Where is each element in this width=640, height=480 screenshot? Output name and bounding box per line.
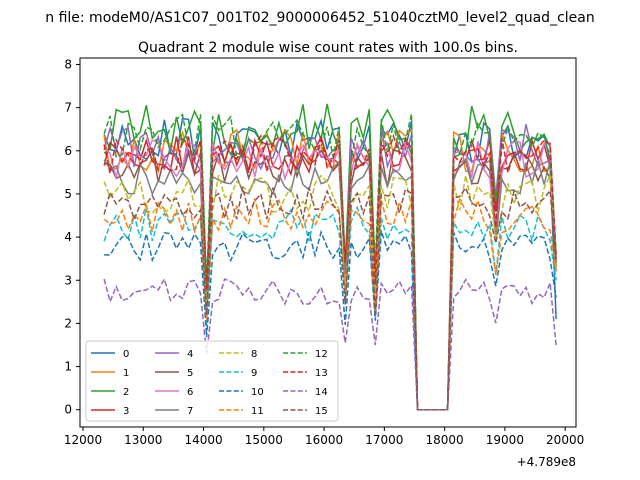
axes: 12000 13000 14000 15000 16000 17000 18000 19000… [64,57,584,447]
plot-area [103,103,557,411]
legend-label-2: 2 [123,387,129,398]
y-tick-label: 1 [64,360,72,374]
x-tick-label: 13000 [124,433,162,447]
legend-box [85,340,339,422]
legend-label-4: 4 [187,349,193,360]
x-offset-label: +4.789e8 [517,455,576,469]
series-line-2 [103,103,557,411]
y-tick-label: 2 [64,316,72,330]
y-tick-label: 7 [64,101,72,115]
x-tick-label: 17000 [365,433,403,447]
legend-label-8: 8 [251,349,257,360]
y-tick-label: 8 [64,57,72,71]
legend-label-11: 11 [251,406,264,417]
x-tick-label: 16000 [305,433,343,447]
legend-label-14: 14 [315,387,328,398]
series-line-12 [103,113,557,411]
legend-label-15: 15 [315,406,328,417]
series-line-10 [104,229,557,411]
figure-suptitle: n file: modeM0/AS1C07_001T02_9000006452_… [45,10,594,26]
y-tick-label: 3 [64,273,72,287]
legend-label-13: 13 [315,368,328,379]
series-line-13 [103,133,557,411]
x-tick-label: 14000 [184,433,222,447]
series-line-11 [103,197,557,411]
x-tick-label: 12000 [64,433,102,447]
y-tick-label: 5 [64,187,72,201]
series-line-9 [103,205,557,411]
series-line-14 [103,277,557,411]
x-tick-label: 20000 [546,433,584,447]
legend-label-10: 10 [251,387,264,398]
y-tick-label: 0 [64,403,72,417]
series-line-15 [103,186,557,411]
axes-frame [79,57,577,428]
chart-title: Quadrant 2 module wise count rates with … [138,40,518,56]
legend-label-12: 12 [315,349,328,360]
legend-label-9: 9 [251,368,257,379]
series-line-8 [103,174,557,411]
y-tick-label: 6 [64,144,72,158]
legend-label-0: 0 [123,349,129,360]
series-line-1 [103,128,557,411]
y-tick-label: 4 [64,230,72,244]
legend-label-7: 7 [187,406,193,417]
legend-label-5: 5 [187,368,193,379]
series-line-7 [103,157,557,411]
legend-label-3: 3 [123,406,129,417]
x-tick-label: 15000 [245,433,283,447]
x-tick-label: 18000 [426,433,464,447]
x-tick-label: 19000 [486,433,524,447]
legend-label-1: 1 [123,368,129,379]
legend-label-6: 6 [187,387,193,398]
